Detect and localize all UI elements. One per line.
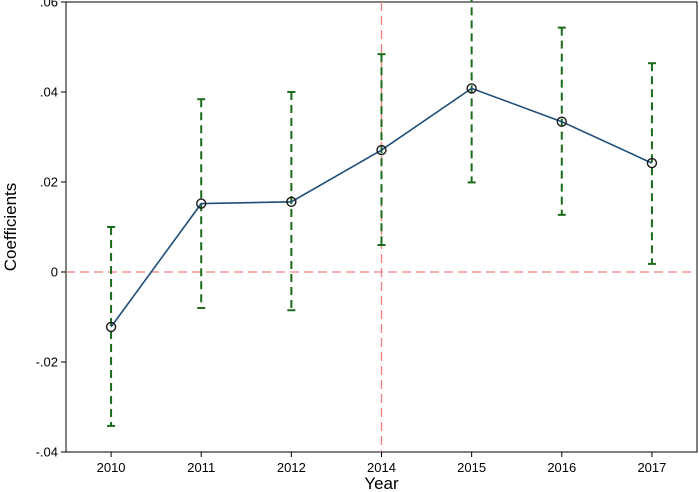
x-tick-label: 2014 [367,460,396,475]
data-point [466,83,477,94]
data-point [376,144,387,156]
x-tick-label: 2015 [457,460,486,475]
data-point [105,321,117,333]
y-axis-title: Coefficients [1,183,20,272]
data-point [196,198,207,209]
x-axis: 2010 2011 2012 2014 2015 2016 2017 [97,452,666,475]
data-point [286,196,297,208]
x-tick-label: 2011 [187,460,215,475]
series-line [110,87,653,328]
data-points [105,83,658,333]
x-tick-label: 2010 [97,460,126,475]
x-axis-title: Year [364,474,399,492]
y-axis: -.04 -.02 0 .02 .04 .06 [36,0,66,460]
y-tick-label: 0 [51,265,58,280]
x-tick-label: 2012 [277,460,306,475]
y-tick-label: -.02 [36,355,58,370]
y-tick-label: .04 [40,85,58,100]
x-tick-label: 2017 [637,460,666,475]
y-tick-label: -.04 [36,445,58,460]
series-line-group [110,87,653,328]
data-point [646,157,658,169]
y-tick-label: .06 [40,0,58,10]
data-point [556,116,567,127]
y-tick-label: .02 [40,175,58,190]
x-tick-label: 2016 [547,460,576,475]
